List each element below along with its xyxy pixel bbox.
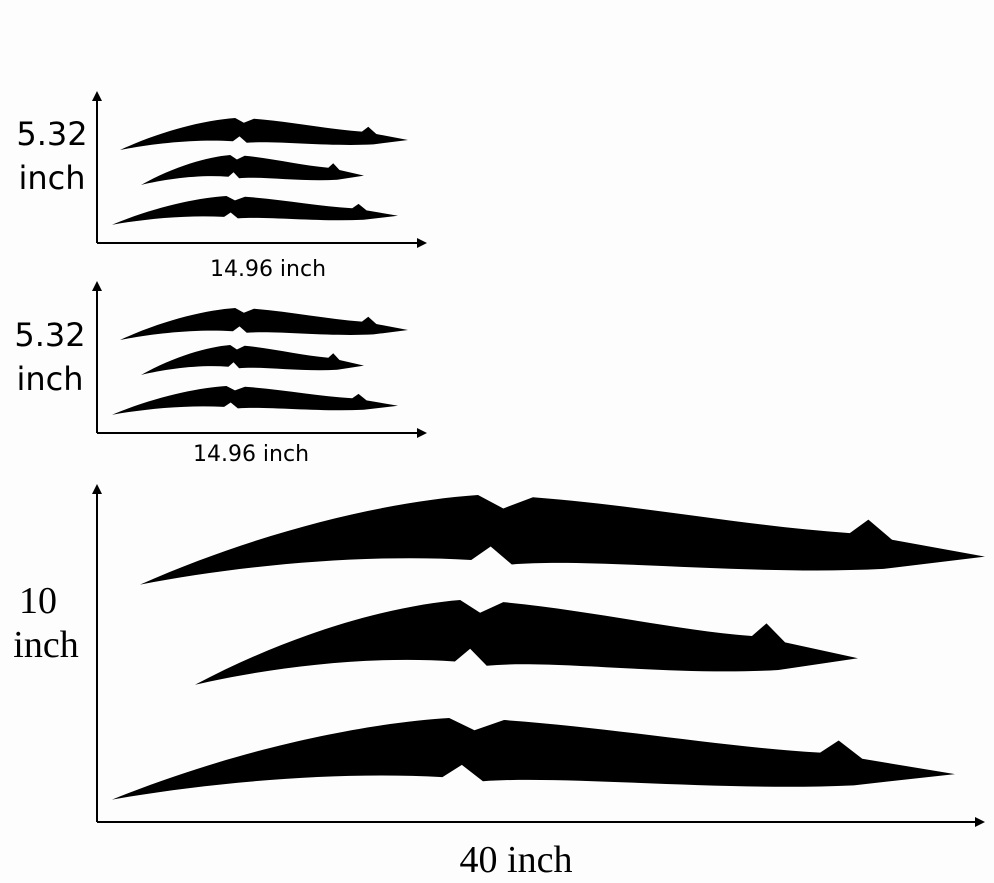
- height-label: inch: [18, 159, 85, 197]
- height-label: 5.32: [16, 115, 87, 153]
- height-label: inch: [16, 360, 83, 398]
- width-label: 14.96 inch: [210, 257, 326, 282]
- height-label: 5.32: [14, 316, 85, 354]
- panel: 5.32 inch 14.96 inch: [14, 281, 427, 467]
- width-label: 14.96 inch: [193, 442, 309, 467]
- height-label: inch: [13, 624, 78, 666]
- panel: 5.32 inch 14.96 inch: [16, 91, 427, 282]
- width-label: 40 inch: [460, 839, 573, 881]
- panel: 10 inch 40 inch: [13, 484, 985, 881]
- height-label: 10: [19, 580, 57, 622]
